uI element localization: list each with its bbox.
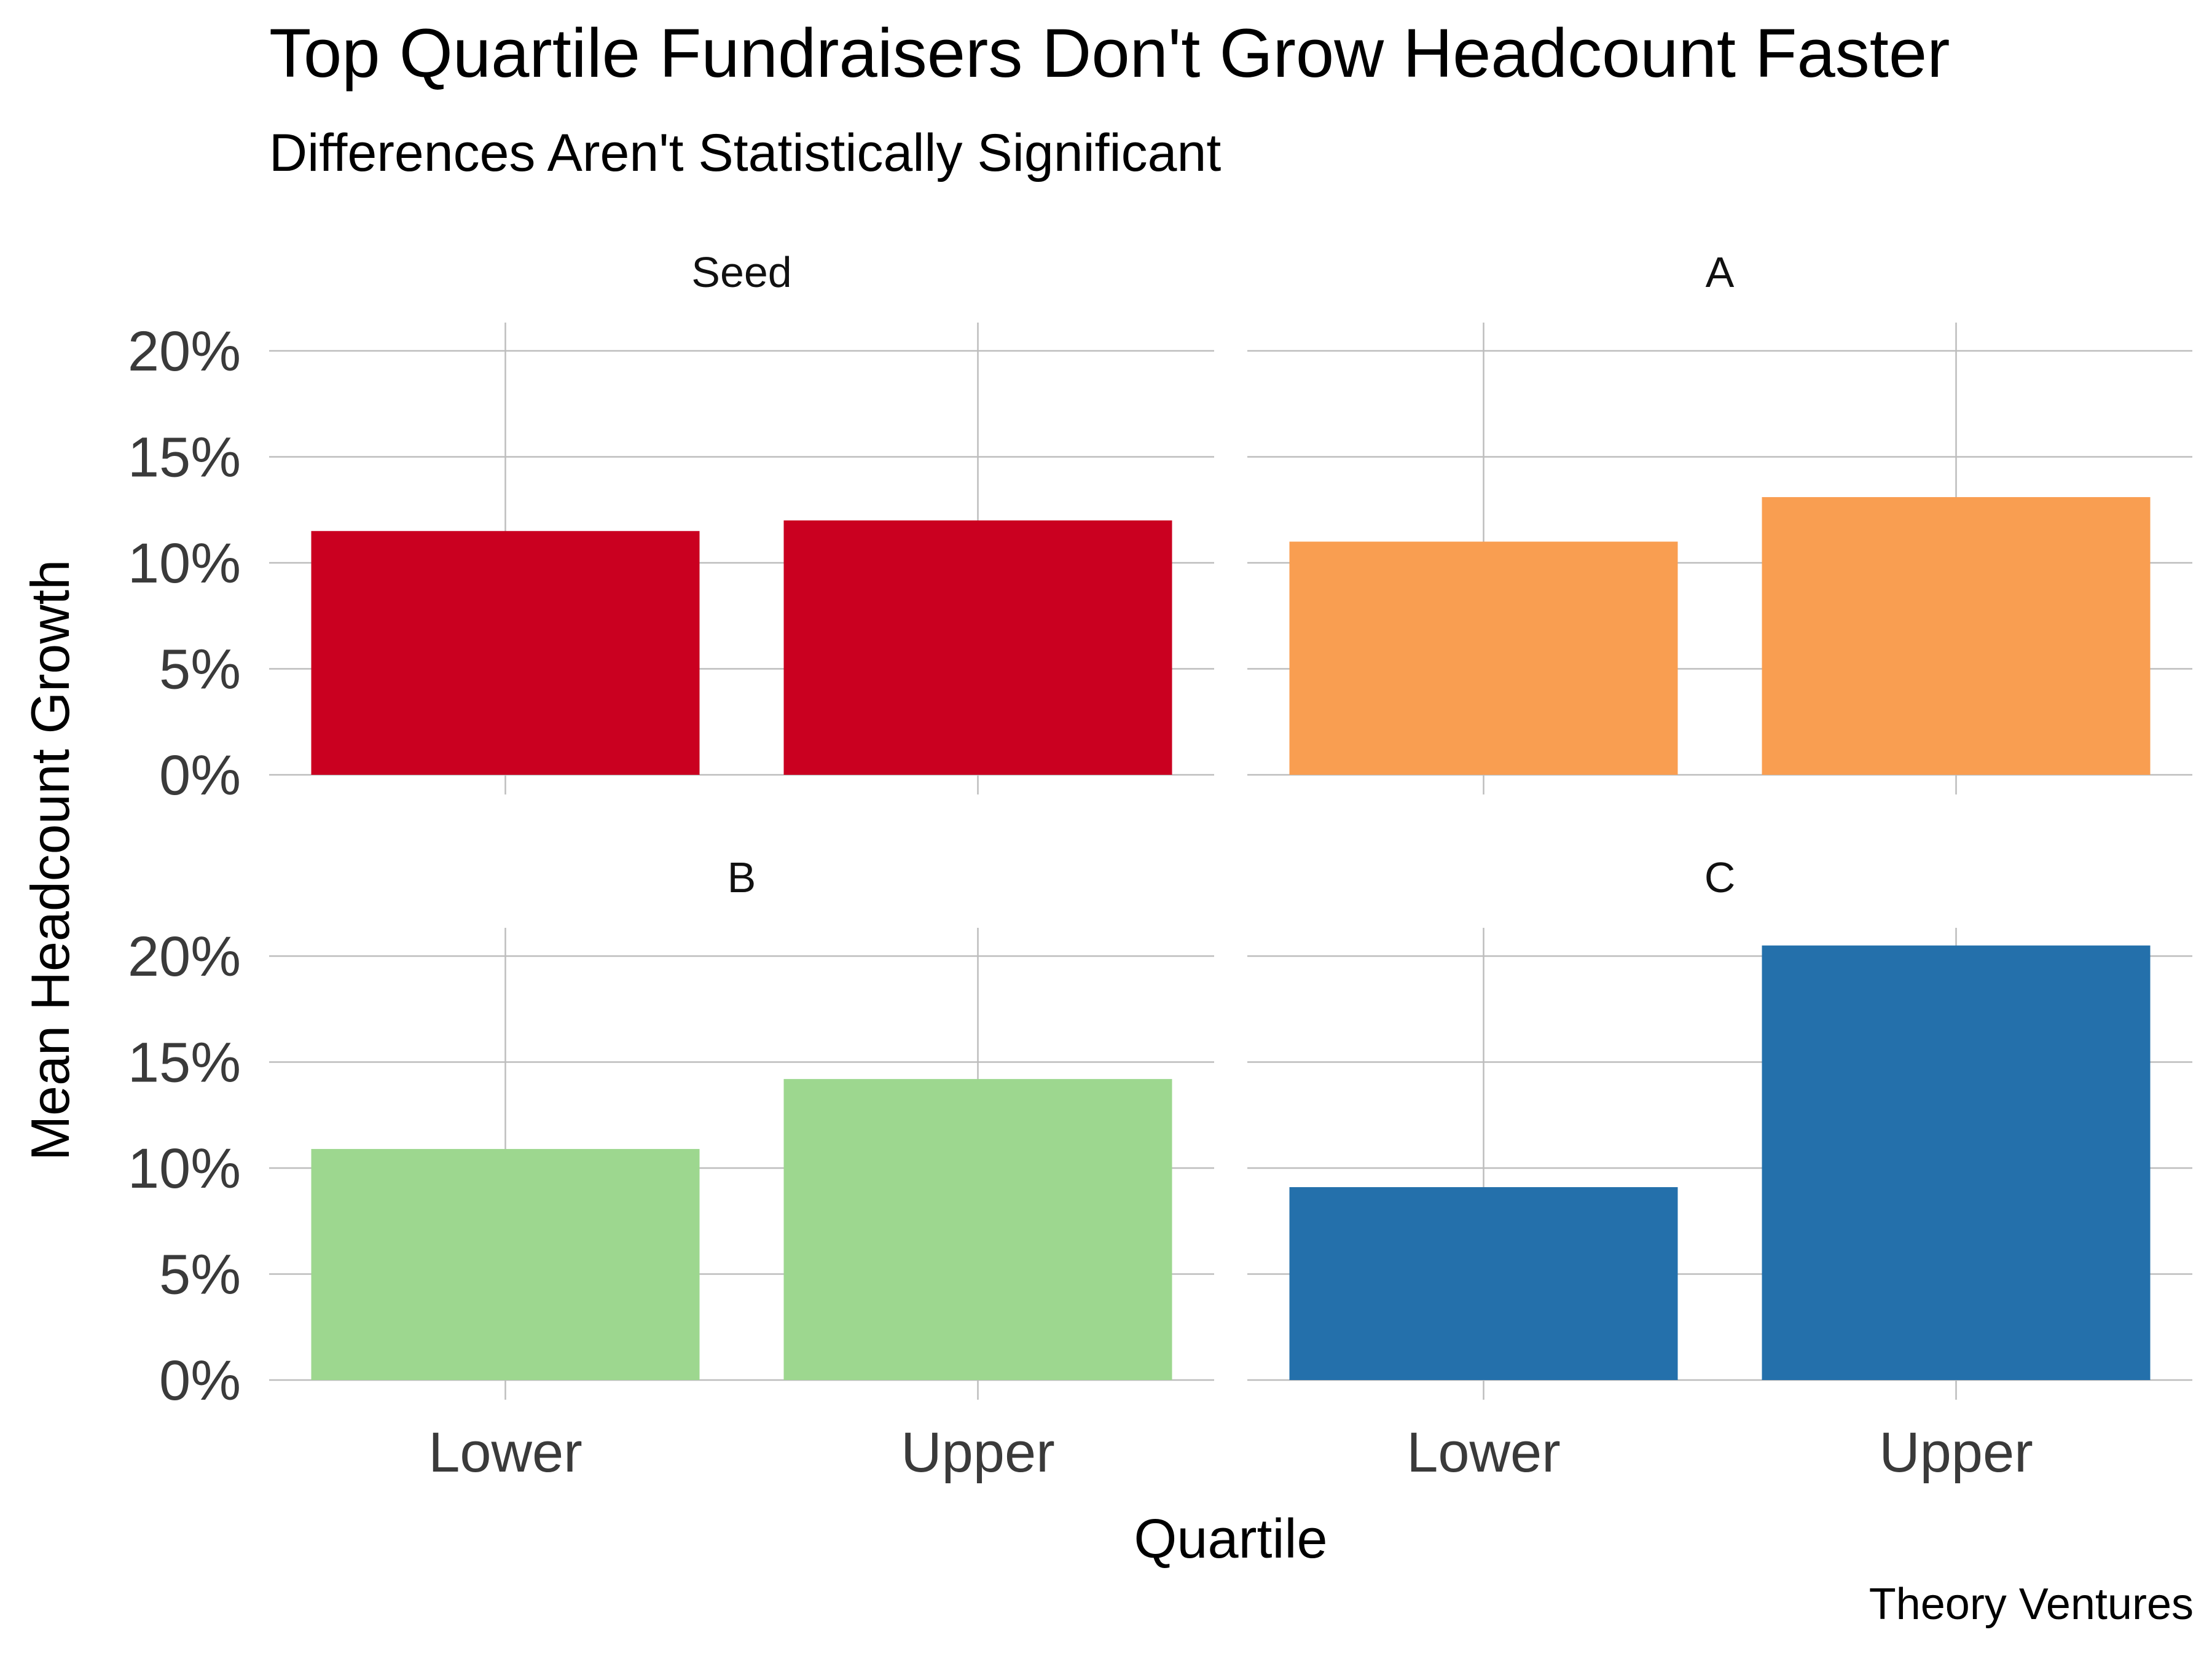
bar-seed-upper [783, 520, 1172, 775]
x-axis-title: Quartile [1134, 1508, 1327, 1570]
x-tick-label: Upper [1879, 1421, 2033, 1484]
facet-label: C [1704, 853, 1736, 901]
chart-caption: Theory Ventures [1869, 1580, 2194, 1629]
y-tick-label: 15% [128, 426, 241, 489]
y-tick-label: 20% [128, 925, 241, 988]
bar-a-lower [1289, 541, 1678, 775]
facet-label: B [728, 853, 756, 901]
y-tick-label: 5% [159, 638, 241, 701]
y-axis-title: Mean Headcount Growth [20, 560, 80, 1161]
bar-b-lower [311, 1148, 700, 1380]
y-tick-label: 10% [128, 532, 241, 595]
y-tick-label: 15% [128, 1032, 241, 1094]
x-tick-label: Lower [1406, 1421, 1561, 1484]
y-tick-label: 0% [159, 744, 241, 807]
x-tick-label: Lower [428, 1421, 582, 1484]
bar-seed-lower [311, 531, 700, 775]
bar-a-upper [1762, 497, 2151, 775]
bar-c-lower [1289, 1187, 1678, 1380]
facet-label: A [1706, 248, 1735, 296]
facet-label: Seed [691, 248, 791, 296]
x-tick-label: Upper [901, 1421, 1055, 1484]
chart-subtitle: Differences Aren't Statistically Signifi… [269, 124, 1222, 182]
chart-title: Top Quartile Fundraisers Don't Grow Head… [269, 15, 1950, 92]
y-tick-label: 5% [159, 1244, 241, 1306]
bar-b-upper [783, 1079, 1172, 1380]
y-tick-label: 10% [128, 1137, 241, 1200]
bar-c-upper [1762, 945, 2151, 1380]
y-tick-label: 20% [128, 320, 241, 383]
y-tick-label: 0% [159, 1349, 241, 1412]
